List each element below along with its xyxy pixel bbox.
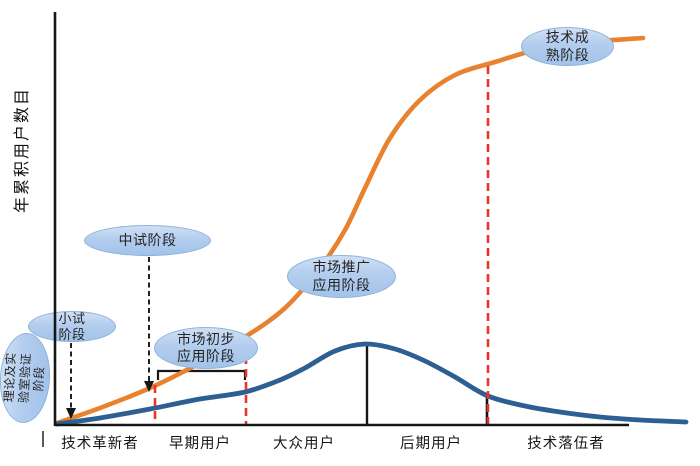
x-axis-label-innovators: 技术革新者 <box>61 436 139 452</box>
stage-bubble-label: 小试 阶段 <box>58 310 86 342</box>
stage-bubble-initial-market-application: 市场初步 应用阶段 <box>154 327 258 369</box>
x-axis-label-early-adopters: 早期用户 <box>169 436 231 452</box>
y-axis-label: 年累积用户数目 <box>14 87 31 214</box>
stage-bubble-label: 中试阶段 <box>118 231 177 248</box>
stage-bubble-label: 市场初步 应用阶段 <box>177 330 235 364</box>
down-arrowhead-icon <box>144 381 154 392</box>
blue-bell-curve <box>54 341 689 427</box>
x-axis-label-majority-users: 大众用户 <box>273 436 335 452</box>
stage-bubble-tech-maturity: 技术成 熟阶段 <box>521 27 614 66</box>
stage-bubble-small-test: 小试 阶段 <box>28 311 116 342</box>
stage-bubble-label: 理论及实 验室验证 阶段 <box>1 351 47 404</box>
orange-s-curve <box>54 35 646 426</box>
x-axis-label-late-users: 后期用户 <box>400 436 462 452</box>
stage-bubble-label: 市场推广 应用阶段 <box>312 259 371 293</box>
x-axis-label-laggards: 技术落伍者 <box>527 436 605 452</box>
x-axis-origin-tick <box>42 431 44 447</box>
down-arrowhead-icon <box>66 408 76 419</box>
stage-bubble-market-promotion-application: 市场推广 应用阶段 <box>287 255 396 298</box>
stage-bubble-label: 技术成 熟阶段 <box>545 29 590 63</box>
stage-bubble-pilot-test: 中试阶段 <box>84 225 211 256</box>
